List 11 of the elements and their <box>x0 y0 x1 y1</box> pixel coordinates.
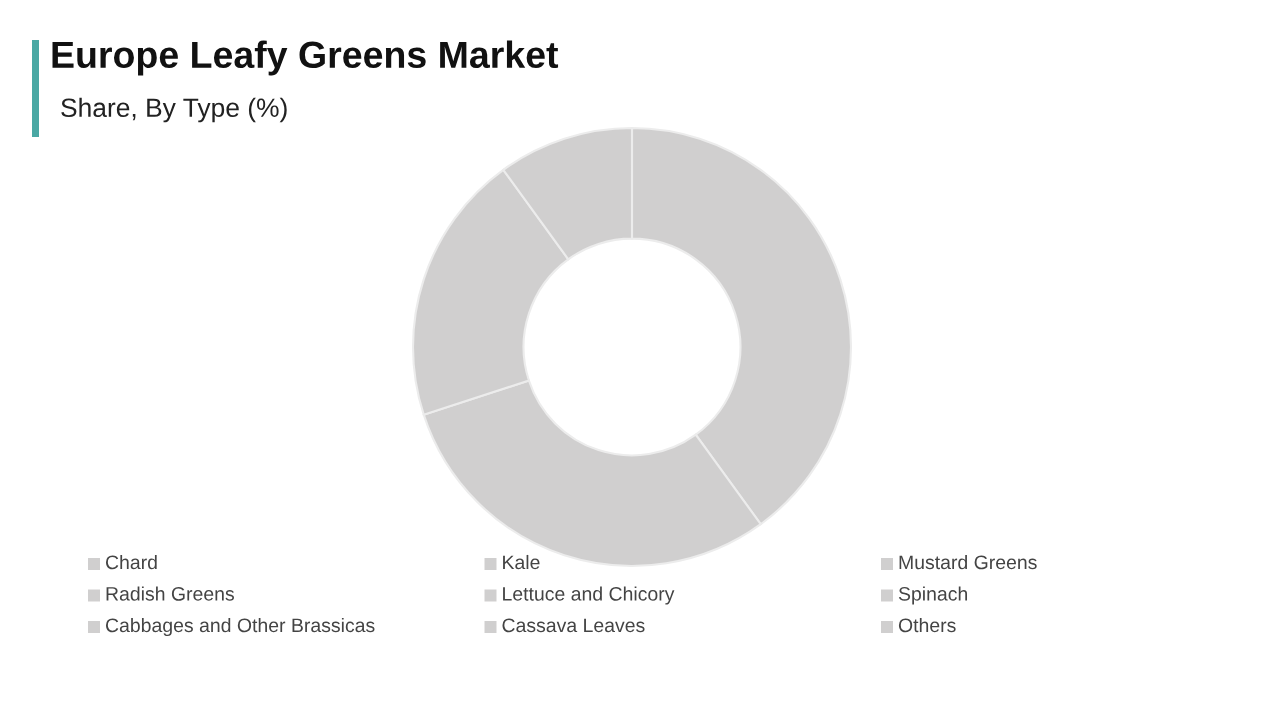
legend-label: Kale <box>503 554 540 570</box>
legend-label: Spinach <box>898 586 968 605</box>
legend-label: Radish Greens <box>106 586 234 601</box>
legend-label: Cabbages and Other Brassicas <box>105 617 375 637</box>
legend-label: Cassava Leaves <box>502 618 645 633</box>
chart-subtitle: Share, By Type (%) <box>61 97 287 123</box>
legend-label: Mustard Greens <box>899 554 1037 570</box>
legend-label: Others <box>898 617 956 633</box>
chart-title: Europe Leafy Greens Market <box>52 40 559 76</box>
legend-label: Chard <box>105 554 157 570</box>
legend-label: Lettuce and Chicory <box>503 586 675 605</box>
